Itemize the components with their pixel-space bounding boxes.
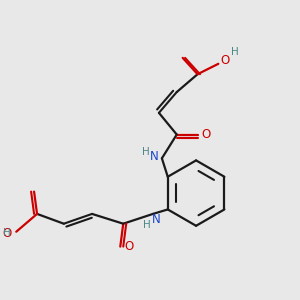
Text: N: N bbox=[152, 213, 160, 226]
Text: O: O bbox=[220, 54, 230, 67]
Text: O: O bbox=[3, 227, 12, 240]
Text: O: O bbox=[124, 240, 133, 253]
Text: N: N bbox=[150, 150, 159, 163]
Text: O: O bbox=[201, 128, 211, 141]
Text: H: H bbox=[142, 147, 149, 157]
Text: H: H bbox=[142, 220, 150, 230]
Text: H: H bbox=[3, 228, 10, 238]
Text: H: H bbox=[231, 47, 239, 57]
